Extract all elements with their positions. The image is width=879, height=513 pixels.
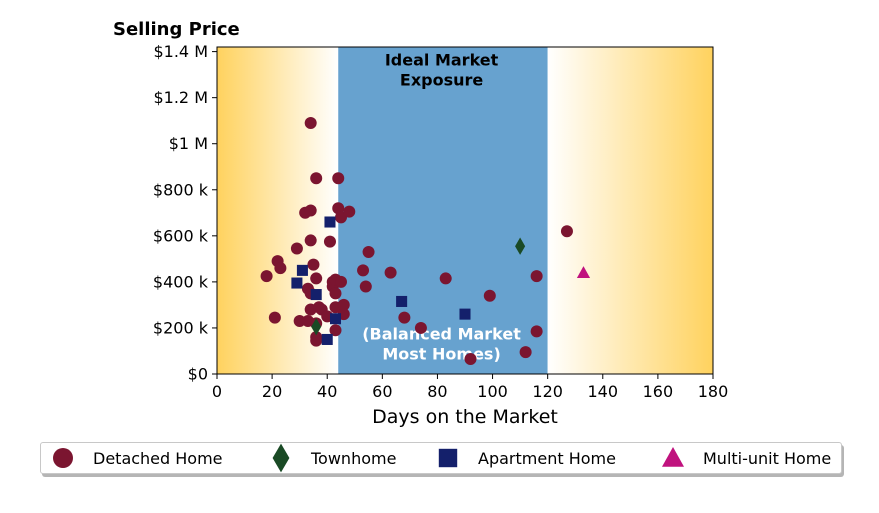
x-tick-label: 80 [427, 382, 447, 401]
apartment-home-point [324, 216, 336, 228]
legend-label: Apartment Home [478, 448, 616, 468]
legend-marker-multi-unit-home [662, 447, 684, 467]
legend-marker-apartment-home [438, 448, 458, 468]
chart-title: Selling Price [113, 19, 240, 40]
detached-home-point [337, 298, 350, 311]
region-annotation-2: (Balanced Market Most Homes) [362, 324, 521, 363]
legend-item-townhome: Townhome [269, 443, 396, 473]
annotation-line: (Balanced Market [362, 324, 521, 343]
plot-area-border [216, 46, 714, 375]
detached-home-point [414, 321, 427, 334]
multi-unit-home-point [576, 266, 591, 278]
detached-home-point [398, 311, 411, 324]
x-tick-label: 0 [212, 382, 222, 401]
detached-home-point [304, 116, 317, 129]
x-tick-label: 40 [317, 382, 337, 401]
annotation-line: Exposure [400, 70, 484, 89]
detached-home-point [310, 334, 323, 347]
x-tick-label: 20 [262, 382, 282, 401]
detached-home-point [483, 289, 496, 302]
legend-marker-shape [662, 447, 684, 467]
detached-home-point [310, 272, 323, 285]
detached-home-point [519, 346, 532, 359]
market-regions [217, 47, 713, 374]
apartment-home-point [329, 313, 342, 325]
legend-label: Townhome [311, 448, 397, 468]
y-tick-label: $600 k [153, 226, 209, 245]
y-tick-label: $400 k [153, 272, 209, 291]
apartment-home-point [459, 308, 471, 320]
detached-home-point [329, 324, 342, 337]
x-tick-label: 60 [372, 382, 392, 401]
detached-home-point [335, 275, 347, 288]
chart-legend: Detached Home Townhome Apartment Home Multi… [40, 442, 842, 474]
townhome-point [515, 237, 526, 255]
detached-home-point [304, 234, 317, 247]
legend-marker-shape [53, 448, 73, 468]
x-tick-label: 140 [588, 382, 619, 401]
legend-marker-shape [272, 443, 290, 473]
detached-home-point [304, 204, 317, 217]
detached-home-point [323, 235, 336, 248]
legend-item-apartment-home: Apartment Home [436, 443, 616, 473]
y-axis: $0 $200 k $400 k $600 k $800 k $1 M $1.2 M $1.4… [153, 42, 217, 384]
x-tick-label: 180 [698, 382, 729, 401]
y-tick-label: $200 k [153, 318, 209, 337]
detached-home-point [274, 262, 287, 275]
apartment-home-point [296, 264, 308, 276]
detached-home-point [439, 272, 452, 285]
detached-home-point [530, 270, 543, 283]
detached-home-point [560, 225, 573, 238]
legend-item-multi-unit-home: Multi-unit Home [661, 443, 831, 473]
market-region-3 [547, 47, 713, 374]
apartment-home-point [291, 277, 303, 289]
region-annotation-1: Ideal Market Exposure [385, 50, 499, 89]
detached-home-point [332, 172, 345, 185]
y-tick-label: $800 k [153, 180, 209, 199]
data-points [260, 116, 591, 366]
annotation-line: Most Homes) [382, 344, 500, 363]
detached-home-point [530, 325, 543, 338]
y-tick-label: $1.4 M [153, 42, 208, 61]
detached-home-point [464, 353, 477, 366]
legend-marker-detached-home [53, 448, 73, 468]
market-region-2 [338, 47, 548, 374]
annotation-line: Ideal Market [385, 50, 499, 69]
detached-home-point [290, 242, 303, 255]
legend-label: Detached Home [93, 448, 223, 468]
detached-home-point [357, 264, 370, 277]
legend-label: Multi-unit Home [703, 448, 832, 468]
detached-home-point [260, 270, 273, 283]
apartment-home-point [310, 289, 322, 301]
apartment-home-point [396, 295, 408, 307]
detached-home-point [362, 245, 375, 258]
x-axis: 0 20 40 60 80 100 120 140 160 180 [212, 374, 728, 401]
x-tick-label: 120 [532, 382, 563, 401]
region-annotations: Ideal Market Exposure (Balanced Market Most… [362, 50, 521, 363]
x-tick-label: 100 [477, 382, 508, 401]
y-tick-label: $1 M [169, 134, 208, 153]
detached-home-point [343, 205, 356, 218]
legend-item-detached-home: Detached Home [51, 443, 223, 473]
detached-home-point [384, 266, 397, 279]
x-tick-label: 160 [643, 382, 674, 401]
detached-home-point [268, 311, 281, 324]
detached-home-point [359, 280, 372, 293]
y-tick-label: $1.2 M [153, 88, 208, 107]
detached-home-point [329, 287, 342, 300]
apartment-home-point [321, 333, 333, 345]
townhome-point [311, 318, 322, 336]
detached-home-point [310, 172, 323, 185]
y-tick-label: $0 [188, 365, 208, 384]
legend-marker-townhome [272, 443, 290, 473]
legend-marker-shape [438, 448, 458, 468]
detached-home-point [307, 258, 320, 271]
x-axis-label: Days on the Market [372, 406, 558, 428]
detached-home-point [332, 202, 345, 215]
detached-home-point [293, 315, 306, 328]
